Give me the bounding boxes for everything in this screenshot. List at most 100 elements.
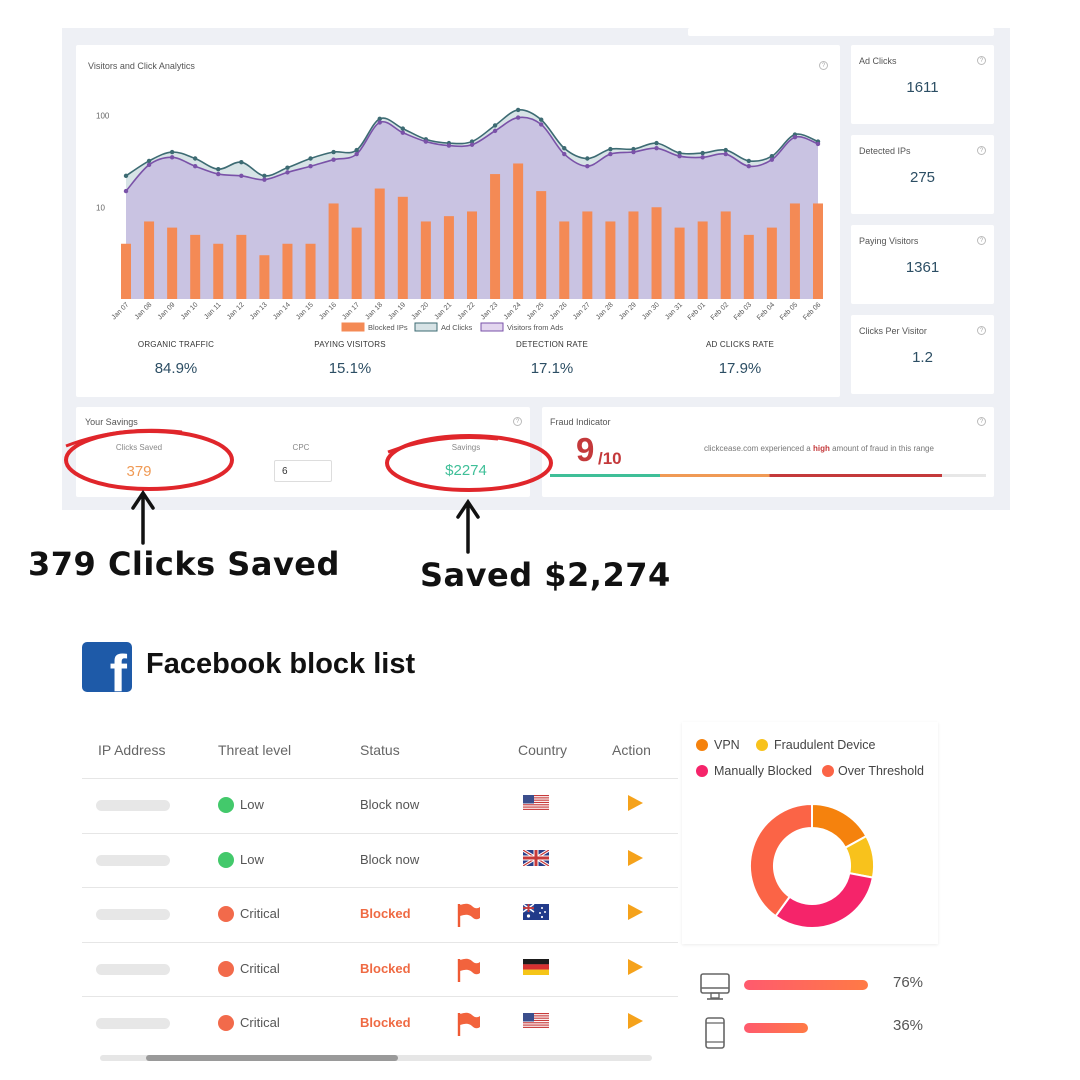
legend-dot — [756, 739, 768, 751]
help-icon[interactable]: ? — [977, 236, 986, 245]
blocked-ips-bar — [374, 188, 385, 299]
play-action-icon[interactable] — [628, 958, 643, 975]
visitors-point — [631, 149, 636, 155]
visitors-area — [126, 117, 818, 299]
visitors-point — [123, 188, 129, 194]
status-blocked: Blocked — [360, 1015, 411, 1030]
side-stat-label: Paying Visitors — [859, 236, 919, 246]
column-header-country[interactable]: Country — [518, 742, 568, 758]
threat-dot — [218, 851, 234, 868]
ad-clicks-point — [239, 159, 244, 165]
help-icon[interactable]: ? — [819, 61, 828, 70]
blocked-ips-bar — [559, 221, 570, 299]
fraud-card: Fraud Indicator ? 9 /10 clickcease.com e… — [542, 407, 994, 497]
visitors-point — [377, 120, 382, 125]
column-header-ip[interactable]: IP Address — [98, 742, 166, 758]
blocked-ips-bar — [789, 203, 800, 299]
x-tick-label: Jan 08 — [134, 301, 154, 321]
table-row: Critical Blocked — [82, 887, 678, 941]
legend-label: Visitors from Ads — [507, 323, 563, 332]
column-header-status[interactable]: Status — [360, 742, 400, 758]
blocked-ips-bar — [282, 243, 293, 299]
ad-clicks-point — [492, 123, 498, 128]
annotation-saved-money: Saved $2,274 — [420, 556, 671, 594]
side-stat-detected-ips: Detected IPs ? 275 — [851, 135, 994, 214]
status-block-now[interactable]: Block now — [360, 851, 420, 867]
x-tick-label: Jan 31 — [664, 301, 684, 321]
column-header-action[interactable]: Action — [612, 742, 651, 758]
help-icon[interactable]: ? — [977, 417, 986, 426]
x-tick-label: Jan 10 — [180, 301, 200, 321]
x-tick-label: Feb 06 — [802, 301, 822, 321]
visitors-point — [700, 155, 705, 160]
legend-label: Blocked IPs — [368, 323, 408, 332]
x-tick-label: Jan 11 — [203, 301, 223, 321]
play-action-icon[interactable] — [628, 904, 643, 920]
kpi-label-organic: ORGANIC TRAFFIC — [137, 340, 215, 349]
country-flag-de-icon — [523, 958, 549, 975]
legend-swatch — [341, 322, 365, 332]
x-tick-label: Jan 16 — [318, 301, 338, 321]
country-flag-us-icon — [523, 1013, 549, 1029]
mobile-percent: 36% — [893, 1017, 924, 1034]
cpc-input[interactable]: 6 — [274, 460, 332, 482]
status-blocked: Blocked — [360, 906, 411, 921]
visitors-point — [331, 157, 336, 162]
cpc-label: CPC — [292, 443, 310, 452]
donut-slice — [774, 871, 875, 929]
desktop-progress-bar — [744, 980, 868, 990]
help-icon[interactable]: ? — [977, 146, 986, 155]
fraud-scale: /10 — [598, 449, 622, 468]
threat-level: Low — [240, 851, 264, 867]
blocked-ips-bar — [720, 211, 731, 299]
analytics-card: Visitors and Click Analytics ? 100 10 Jan … — [76, 45, 840, 397]
ip-address-placeholder — [96, 800, 170, 811]
visitors-point — [285, 170, 290, 175]
legend-dot — [696, 765, 708, 777]
status-blocked: Blocked — [360, 960, 411, 976]
blocked-ips-bar — [628, 211, 639, 299]
y-tick-label: 10 — [96, 203, 105, 212]
visitors-point — [654, 146, 659, 151]
ad-clicks-point — [169, 149, 175, 155]
visitors-point — [792, 135, 798, 140]
red-flag-icon — [457, 958, 480, 982]
column-header-threat[interactable]: Threat level — [218, 742, 292, 758]
fraud-source-card: VPN Fraudulent Device Manually Blocked O… — [682, 722, 938, 944]
visitors-point — [308, 164, 313, 169]
x-tick-label: Jan 14 — [272, 301, 292, 321]
x-tick-label: Jan 25 — [526, 301, 546, 321]
legend-swatch — [414, 322, 438, 332]
ad-clicks-point — [469, 139, 475, 144]
desktop-percent: 76% — [893, 974, 924, 991]
facebook-block-list-title: Facebook block list — [146, 648, 416, 680]
blocked-ips-bar — [305, 243, 316, 299]
kpi-label-detection: DETECTION RATE — [516, 340, 588, 349]
visitors-point — [193, 164, 198, 169]
block-list-table: IP Address Threat level Status Country A… — [82, 722, 678, 1072]
visitors-point — [400, 130, 405, 135]
legend-label: Ad Clicks — [441, 323, 473, 332]
play-action-icon[interactable] — [628, 795, 643, 811]
kpi-value-organic: 84.9% — [154, 360, 198, 377]
side-stat-label: Clicks Per Visitor — [859, 326, 927, 336]
legend-over-threshold: Over Threshold — [822, 764, 924, 778]
x-tick-label: Jan 13 — [249, 301, 269, 321]
help-icon[interactable]: ? — [513, 417, 522, 426]
play-action-icon[interactable] — [628, 1013, 643, 1029]
kpi-label-adclicks: AD CLICKS RATE — [706, 340, 774, 349]
play-action-icon[interactable] — [628, 849, 643, 866]
visitors-point — [769, 157, 775, 162]
threat-level: Low — [240, 797, 264, 812]
help-icon[interactable]: ? — [977, 56, 986, 65]
help-icon[interactable]: ? — [977, 326, 986, 335]
horizontal-scrollbar-thumb[interactable] — [146, 1055, 398, 1061]
ad-clicks-point — [216, 166, 221, 172]
threat-dot — [218, 906, 234, 922]
blocked-ips-bar — [328, 203, 339, 299]
ad-clicks-point — [354, 147, 359, 153]
status-block-now[interactable]: Block now — [360, 797, 420, 812]
ad-clicks-point — [723, 147, 728, 153]
visitors-point — [469, 142, 475, 147]
blocked-ips-bar — [397, 196, 408, 299]
